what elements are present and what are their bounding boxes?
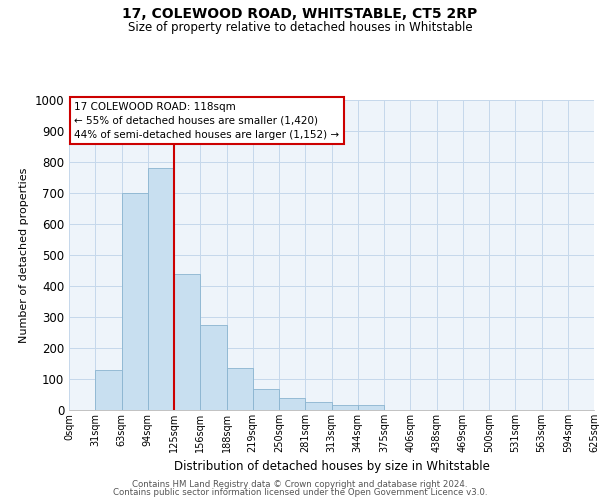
Bar [358,406,384,410]
X-axis label: Distribution of detached houses by size in Whitstable: Distribution of detached houses by size … [173,460,490,473]
Bar [95,370,121,410]
Bar [305,402,331,410]
Bar [253,389,279,410]
Bar [174,274,200,410]
Text: Contains public sector information licensed under the Open Government Licence v3: Contains public sector information licen… [113,488,487,497]
Bar [121,193,148,410]
Y-axis label: Number of detached properties: Number of detached properties [19,168,29,342]
Text: 17 COLEWOOD ROAD: 118sqm
← 55% of detached houses are smaller (1,420)
44% of sem: 17 COLEWOOD ROAD: 118sqm ← 55% of detach… [74,102,340,140]
Bar [279,398,305,410]
Bar [200,325,227,410]
Bar [227,368,253,410]
Text: Contains HM Land Registry data © Crown copyright and database right 2024.: Contains HM Land Registry data © Crown c… [132,480,468,489]
Bar [148,168,174,410]
Text: Size of property relative to detached houses in Whitstable: Size of property relative to detached ho… [128,21,472,34]
Bar [331,406,358,410]
Text: 17, COLEWOOD ROAD, WHITSTABLE, CT5 2RP: 17, COLEWOOD ROAD, WHITSTABLE, CT5 2RP [122,8,478,22]
